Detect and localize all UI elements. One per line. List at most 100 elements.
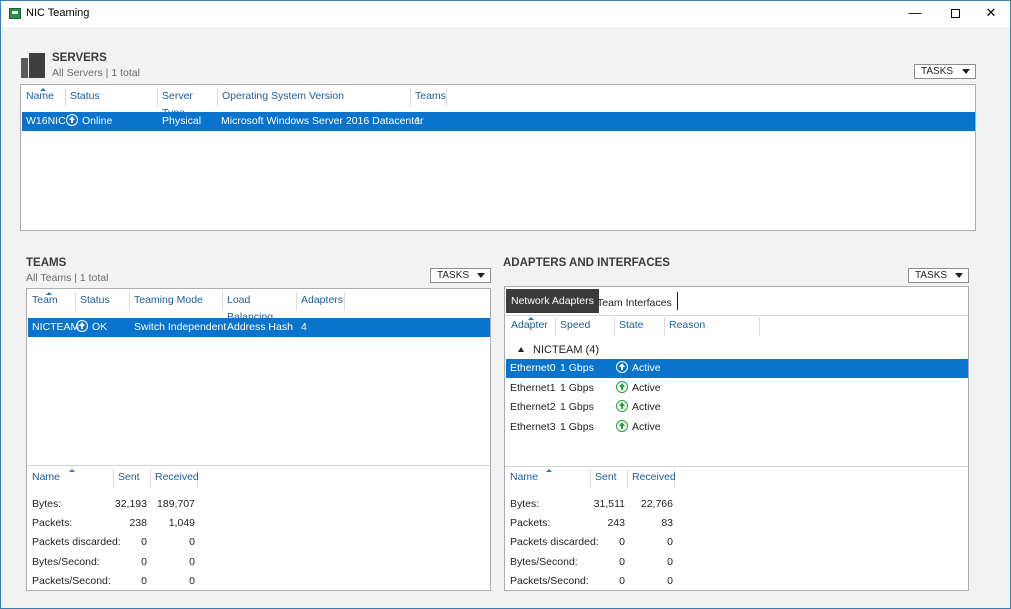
adapter-name: Ethernet3 (510, 421, 556, 433)
teams-stats-divider (27, 465, 490, 466)
adapters-tabs-divider (505, 315, 968, 316)
adapters-tasks-button[interactable]: TASKS (908, 268, 969, 283)
teams-tasks-button[interactable]: TASKS (430, 268, 491, 283)
adapter-speed: 1 Gbps (560, 382, 594, 394)
adapter-state: Active (616, 379, 661, 398)
adapter-speed: 1 Gbps (560, 421, 594, 433)
nic-teaming-app-icon (9, 8, 21, 19)
servers-col-status[interactable]: Status (66, 88, 158, 107)
adapters-stat-bytes-per-second-sent: 0 (619, 556, 625, 568)
adapters-tabs: Network Adapters Team Interfaces (506, 289, 968, 313)
teams-stat-bytes-per-second-label: Bytes/Second: (32, 556, 100, 568)
active-icon (616, 400, 628, 412)
adapters-stat-discarded-label: Packets discarded: (510, 536, 599, 548)
title-bar: NIC Teaming — ✕ (1, 1, 1010, 27)
adapters-table-header: Adapter Speed State Reason (505, 317, 968, 336)
teams-table-header: Team Status Teaming Mode Load Balancing … (27, 292, 490, 323)
adapters-stat-packets-received: 83 (661, 517, 673, 529)
teams-stat-packets-received: 1,049 (168, 517, 195, 529)
servers-tasks-button[interactable]: TASKS (914, 64, 976, 79)
team-adapters-count: 4 (301, 321, 307, 333)
ok-icon (76, 320, 88, 332)
servers-col-name[interactable]: Name (22, 88, 66, 107)
servers-title: SERVERS (52, 52, 107, 64)
server-status: Online (66, 112, 112, 131)
teams-stats-col-sent[interactable]: Sent (114, 469, 151, 488)
adapters-stat-packets-per-second-label: Packets/Second: (510, 575, 589, 587)
server-teams-count: 1 (415, 115, 421, 127)
teams-stat-bytes-received: 189,707 (157, 498, 195, 510)
servers-panel: Name Status Server Type Operating System… (20, 84, 976, 231)
adapters-col-state[interactable]: State (615, 317, 665, 336)
sort-ascending-icon (69, 469, 75, 472)
adapters-col-reason[interactable]: Reason (665, 317, 760, 336)
adapters-col-speed[interactable]: Speed (556, 317, 615, 336)
adapters-panel: Network Adapters Team Interfaces Adapter… (504, 286, 969, 591)
collapse-triangle-icon[interactable] (518, 347, 524, 352)
sort-ascending-icon (528, 317, 534, 320)
maximize-button[interactable] (938, 1, 972, 27)
adapters-col-adapter[interactable]: Adapter (507, 317, 556, 336)
team-name: NICTEAM (32, 321, 80, 333)
teams-stats-col-name[interactable]: Name (28, 469, 114, 488)
teams-stat-bytes-per-second-sent: 0 (141, 556, 147, 568)
adapter-name: Ethernet2 (510, 401, 556, 413)
teams-col-teaming-mode[interactable]: Teaming Mode (130, 292, 223, 311)
adapter-state: Active (616, 359, 661, 378)
adapters-stats-header: Name Sent Received (505, 469, 968, 488)
sort-ascending-icon (46, 292, 52, 295)
teams-subtitle: All Teams | 1 total (26, 272, 109, 284)
adapters-stat-bytes-label: Bytes: (510, 498, 540, 510)
window-title: NIC Teaming (26, 7, 90, 19)
active-icon (616, 381, 628, 393)
sort-ascending-icon (40, 88, 46, 91)
adapter-row-ethernet3[interactable]: Ethernet3 1 Gbps Active (506, 418, 968, 437)
servers-tasks-label: TASKS (921, 66, 954, 77)
close-button[interactable]: ✕ (985, 5, 997, 20)
servers-col-teams[interactable]: Teams (411, 88, 447, 107)
adapters-stat-bytes-received: 22,766 (640, 498, 673, 510)
teams-stat-discarded-label: Packets discarded: (32, 536, 121, 548)
team-row-nicteam[interactable]: NICTEAM OK Switch Independent Address Ha… (28, 318, 490, 337)
adapters-stats-col-received[interactable]: Received (628, 469, 676, 488)
adapter-speed: 1 Gbps (560, 362, 594, 374)
teams-tasks-label: TASKS (437, 270, 470, 281)
chevron-down-icon (962, 69, 970, 74)
adapters-stats-divider (505, 466, 968, 467)
adapters-tasks-label: TASKS (915, 270, 948, 281)
adapter-state: Active (616, 418, 661, 437)
adapters-stats-col-sent[interactable]: Sent (591, 469, 628, 488)
servers-icon (21, 53, 45, 78)
adapter-row-ethernet2[interactable]: Ethernet2 1 Gbps Active (506, 398, 968, 417)
adapter-row-ethernet1[interactable]: Ethernet1 1 Gbps Active (506, 379, 968, 398)
teams-stats-col-received[interactable]: Received (151, 469, 199, 488)
teams-col-team[interactable]: Team (28, 292, 76, 311)
tab-team-interfaces[interactable]: Team Interfaces (592, 292, 678, 310)
tab-network-adapters[interactable]: Network Adapters (506, 289, 599, 313)
teams-col-adapters[interactable]: Adapters (297, 292, 345, 311)
adapter-row-ethernet0[interactable]: Ethernet0 1 Gbps Active (506, 359, 968, 378)
adapters-stat-packets-label: Packets: (510, 517, 551, 529)
adapter-name: Ethernet1 (510, 382, 556, 394)
teams-col-status[interactable]: Status (76, 292, 130, 311)
chevron-down-icon (477, 273, 485, 278)
teams-stat-discarded-sent: 0 (141, 536, 147, 548)
servers-col-server-type[interactable]: Server Type (158, 88, 218, 119)
teams-col-load-balancing[interactable]: Load Balancing (223, 292, 297, 323)
adapters-stat-bytes-per-second-received: 0 (667, 556, 673, 568)
adapters-title: ADAPTERS AND INTERFACES (503, 257, 670, 269)
servers-col-os-version[interactable]: Operating System Version (218, 88, 411, 107)
adapters-stat-discarded-received: 0 (667, 536, 673, 548)
adapters-stat-bytes-sent: 31,511 (593, 498, 625, 510)
active-icon (616, 361, 628, 373)
minimize-button[interactable]: — (908, 5, 922, 20)
teams-stat-packets-label: Packets: (32, 517, 73, 529)
adapter-group-nicteam[interactable]: NICTEAM (4) (518, 344, 599, 356)
maximize-icon (950, 9, 960, 19)
server-row-w16nic[interactable]: W16NIC Online Physical Microsoft Windows… (22, 112, 975, 131)
adapter-name: Ethernet0 (510, 362, 556, 374)
adapters-stat-packets-per-second-sent: 0 (619, 575, 625, 587)
online-icon (66, 114, 78, 126)
adapters-stats-col-name[interactable]: Name (506, 469, 591, 488)
